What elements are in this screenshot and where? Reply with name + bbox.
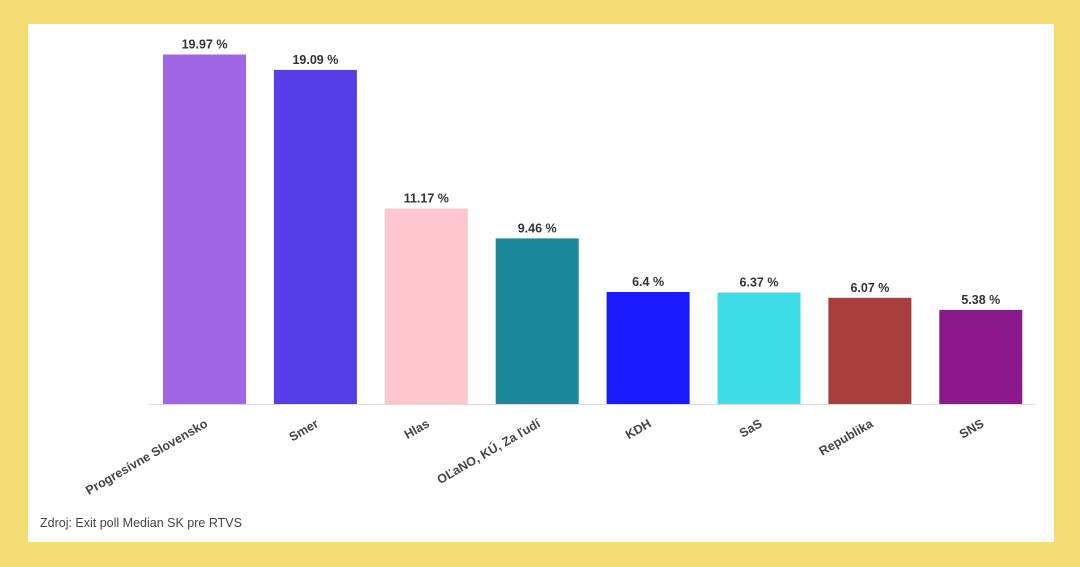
source-note: Zdroj: Exit poll Median SK pre RTVS xyxy=(40,516,242,530)
bar[interactable] xyxy=(495,238,579,404)
bar[interactable] xyxy=(163,54,246,405)
bar-value-label: 5.38 % xyxy=(961,293,1000,307)
bar[interactable] xyxy=(606,292,690,404)
x-tick-label: Progresívne Slovensko xyxy=(83,416,210,497)
bar[interactable] xyxy=(273,69,357,405)
bar-value-label: 6.07 % xyxy=(850,281,889,295)
bar-value-label: 19.09 % xyxy=(292,53,338,67)
bar[interactable] xyxy=(828,297,912,404)
bar[interactable] xyxy=(939,309,1023,404)
x-tick-label: KDH xyxy=(623,416,653,442)
bar-value-label: 11.17 % xyxy=(404,192,449,206)
bar-chart: 19.97 % Progresívne Slovensko 19.09 % Smer 1… xyxy=(83,38,1036,498)
x-tick-label: SNS xyxy=(957,416,986,441)
x-tick-label: Hlas xyxy=(402,416,432,441)
bar[interactable] xyxy=(384,208,468,405)
bar-value-label: 19.97 % xyxy=(182,38,228,52)
x-tick-label: Republika xyxy=(817,416,877,459)
x-tick-label: OĽaNO, KÚ, Za ľudí xyxy=(434,415,543,487)
bar-value-label: 6.37 % xyxy=(740,276,779,290)
x-tick-label: SaS xyxy=(737,416,764,440)
bar[interactable] xyxy=(717,292,801,405)
x-tick-label: Smer xyxy=(287,416,321,444)
chart-card: 19.97 % Progresívne Slovensko 19.09 % Smer 1… xyxy=(28,24,1054,542)
bar-value-label: 9.46 % xyxy=(518,221,557,235)
bar-value-label: 6.4 % xyxy=(632,275,664,289)
